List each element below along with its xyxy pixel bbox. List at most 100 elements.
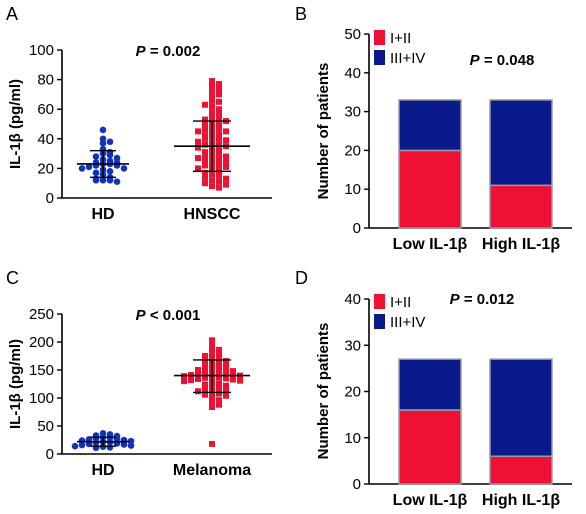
panel-a-data-point (202, 162, 208, 169)
panel-c-data-point (202, 353, 208, 359)
panel-a-data-point (195, 165, 201, 172)
panel-a-data-point (202, 126, 208, 133)
panel-c-data-point (127, 442, 135, 449)
panel-c-data-point (202, 361, 208, 368)
panel-d-y-axis-label: Number of patients (315, 323, 332, 460)
panel-a-data-point (216, 156, 222, 163)
panel-a-data-point (106, 168, 114, 175)
panel-c-data-point (223, 362, 229, 369)
panel-a-data-point (202, 116, 208, 123)
panel-c-data-point (216, 384, 222, 391)
panel-a-data-point (209, 113, 215, 120)
panel-letter-c: C (6, 268, 19, 288)
panel-c-p-value-annotation: P < 0.001 (136, 307, 201, 324)
panel-c-data-point (216, 364, 222, 371)
panel-a-data-point (202, 169, 208, 176)
panel-a-y-tick-label: 0 (46, 190, 54, 207)
panel-a-data-point (223, 137, 229, 144)
panel-a-data-point (202, 122, 208, 129)
panel-a-data-point (209, 183, 215, 190)
panel-a-data-point (216, 172, 222, 179)
panel-c-data-point (202, 369, 208, 376)
panel-d-bar-segment (489, 358, 553, 457)
panel-c-data-point (209, 344, 215, 351)
panel-a-data-point (209, 97, 215, 104)
panel-a-data-point (195, 128, 201, 135)
panel-c-data-point (223, 392, 229, 399)
panel-b-bar-segment (489, 184, 553, 229)
panel-d-bar-segment (398, 409, 462, 485)
panel-b-y-tick-label: 10 (344, 181, 361, 198)
panel-a-data-point (106, 176, 114, 184)
panel-b-y-tick-label: 50 (344, 26, 361, 43)
panel-a-data-point (113, 178, 121, 186)
panel-c-y-axis-label: IL-1β (pg/ml) (7, 339, 24, 429)
panel-c-x-tick-label: HD (91, 462, 114, 479)
panel-a-data-point (209, 177, 215, 184)
panel-a-data-point (202, 158, 208, 164)
panel-d-stacked-bar: 0 10 20 30 40 Number of patients Low IL-1β High… (315, 291, 572, 509)
panel-c-y-tick-label: 50 (37, 418, 54, 435)
panel-a-data-point (106, 151, 114, 159)
panel-a-data-point (216, 135, 222, 142)
panel-c-y-tick-label: 100 (29, 390, 54, 407)
panel-c-data-point (223, 370, 229, 377)
panel-b-x-tick-label: Low IL-1β (393, 236, 468, 253)
panel-a-scatter: 0 20 40 60 80 100 IL-1β (pg/ml) HD HNSCC P = 0.00… (7, 42, 272, 223)
panel-c-y-tick-label: 200 (29, 334, 54, 351)
panel-a-data-point (209, 103, 215, 110)
panel-c-data-point (195, 370, 201, 377)
panel-a-data-point (202, 174, 208, 181)
panel-letter-b: B (295, 4, 307, 24)
panel-a-data-point (106, 138, 114, 146)
panel-c-data-point (195, 388, 201, 395)
panel-c-data-point (195, 375, 201, 382)
panel-c-data-point (195, 367, 201, 373)
panel-c-data-point (209, 399, 215, 406)
panel-a-data-point (216, 85, 222, 92)
panel-a-data-point (216, 106, 222, 113)
panel-b-legend-label: I+II (390, 30, 411, 47)
panel-c-data-point (209, 395, 215, 401)
panel-a-data-point (209, 78, 215, 85)
panel-a-data-point (223, 153, 229, 160)
panel-c-data-point (202, 391, 208, 398)
panel-a-data-point (202, 152, 208, 159)
panel-d-y-tick-label: 10 (344, 430, 361, 447)
panel-a-data-point (202, 180, 208, 187)
panel-c-data-point (209, 354, 215, 361)
panel-a-data-point (216, 81, 222, 88)
panel-a-data-point (216, 98, 222, 105)
panel-b-y-tick-label: 30 (344, 104, 361, 121)
panel-a-x-tick-label: HD (91, 206, 114, 223)
panel-a-y-tick-label: 100 (29, 42, 54, 59)
panel-c-data-point (216, 351, 222, 358)
panel-c-data-point (202, 365, 208, 372)
panel-c-data-point (223, 358, 229, 365)
panel-a-data-point (223, 175, 229, 182)
panel-b-y-tick-label: 0 (353, 220, 361, 237)
panel-c-y-tick-label: 150 (29, 362, 54, 379)
panel-a-data-point (92, 162, 100, 169)
panel-a-data-point (216, 150, 222, 157)
panel-a-data-point (202, 101, 208, 108)
panel-d-legend-label: III+IV (390, 314, 425, 331)
panel-c-data-point (188, 377, 194, 384)
panel-c-scatter: 0 50 100 150 200 250 IL-1β (pg/ml) HD Melanoma P … (7, 306, 272, 479)
panel-c-data-point (216, 360, 222, 367)
panel-a-y-tick-label: 40 (37, 131, 54, 148)
panel-d-x-tick-label: High IL-1β (482, 492, 560, 509)
panel-d-bar-segment (489, 455, 553, 485)
panel-b-legend-swatch (374, 30, 385, 45)
panel-c-data-point (216, 355, 222, 362)
panel-c-data-point (223, 375, 229, 382)
panel-c-data-point (216, 374, 222, 381)
panel-a-data-point (202, 141, 208, 148)
panel-c-y-tick-label: 0 (46, 446, 54, 463)
panel-a-data-point (209, 109, 215, 116)
panel-a-data-point (99, 176, 107, 184)
panel-d-y-tick-label: 0 (353, 476, 361, 493)
panel-c-data-point (209, 403, 215, 410)
panel-a-data-point (202, 135, 208, 142)
